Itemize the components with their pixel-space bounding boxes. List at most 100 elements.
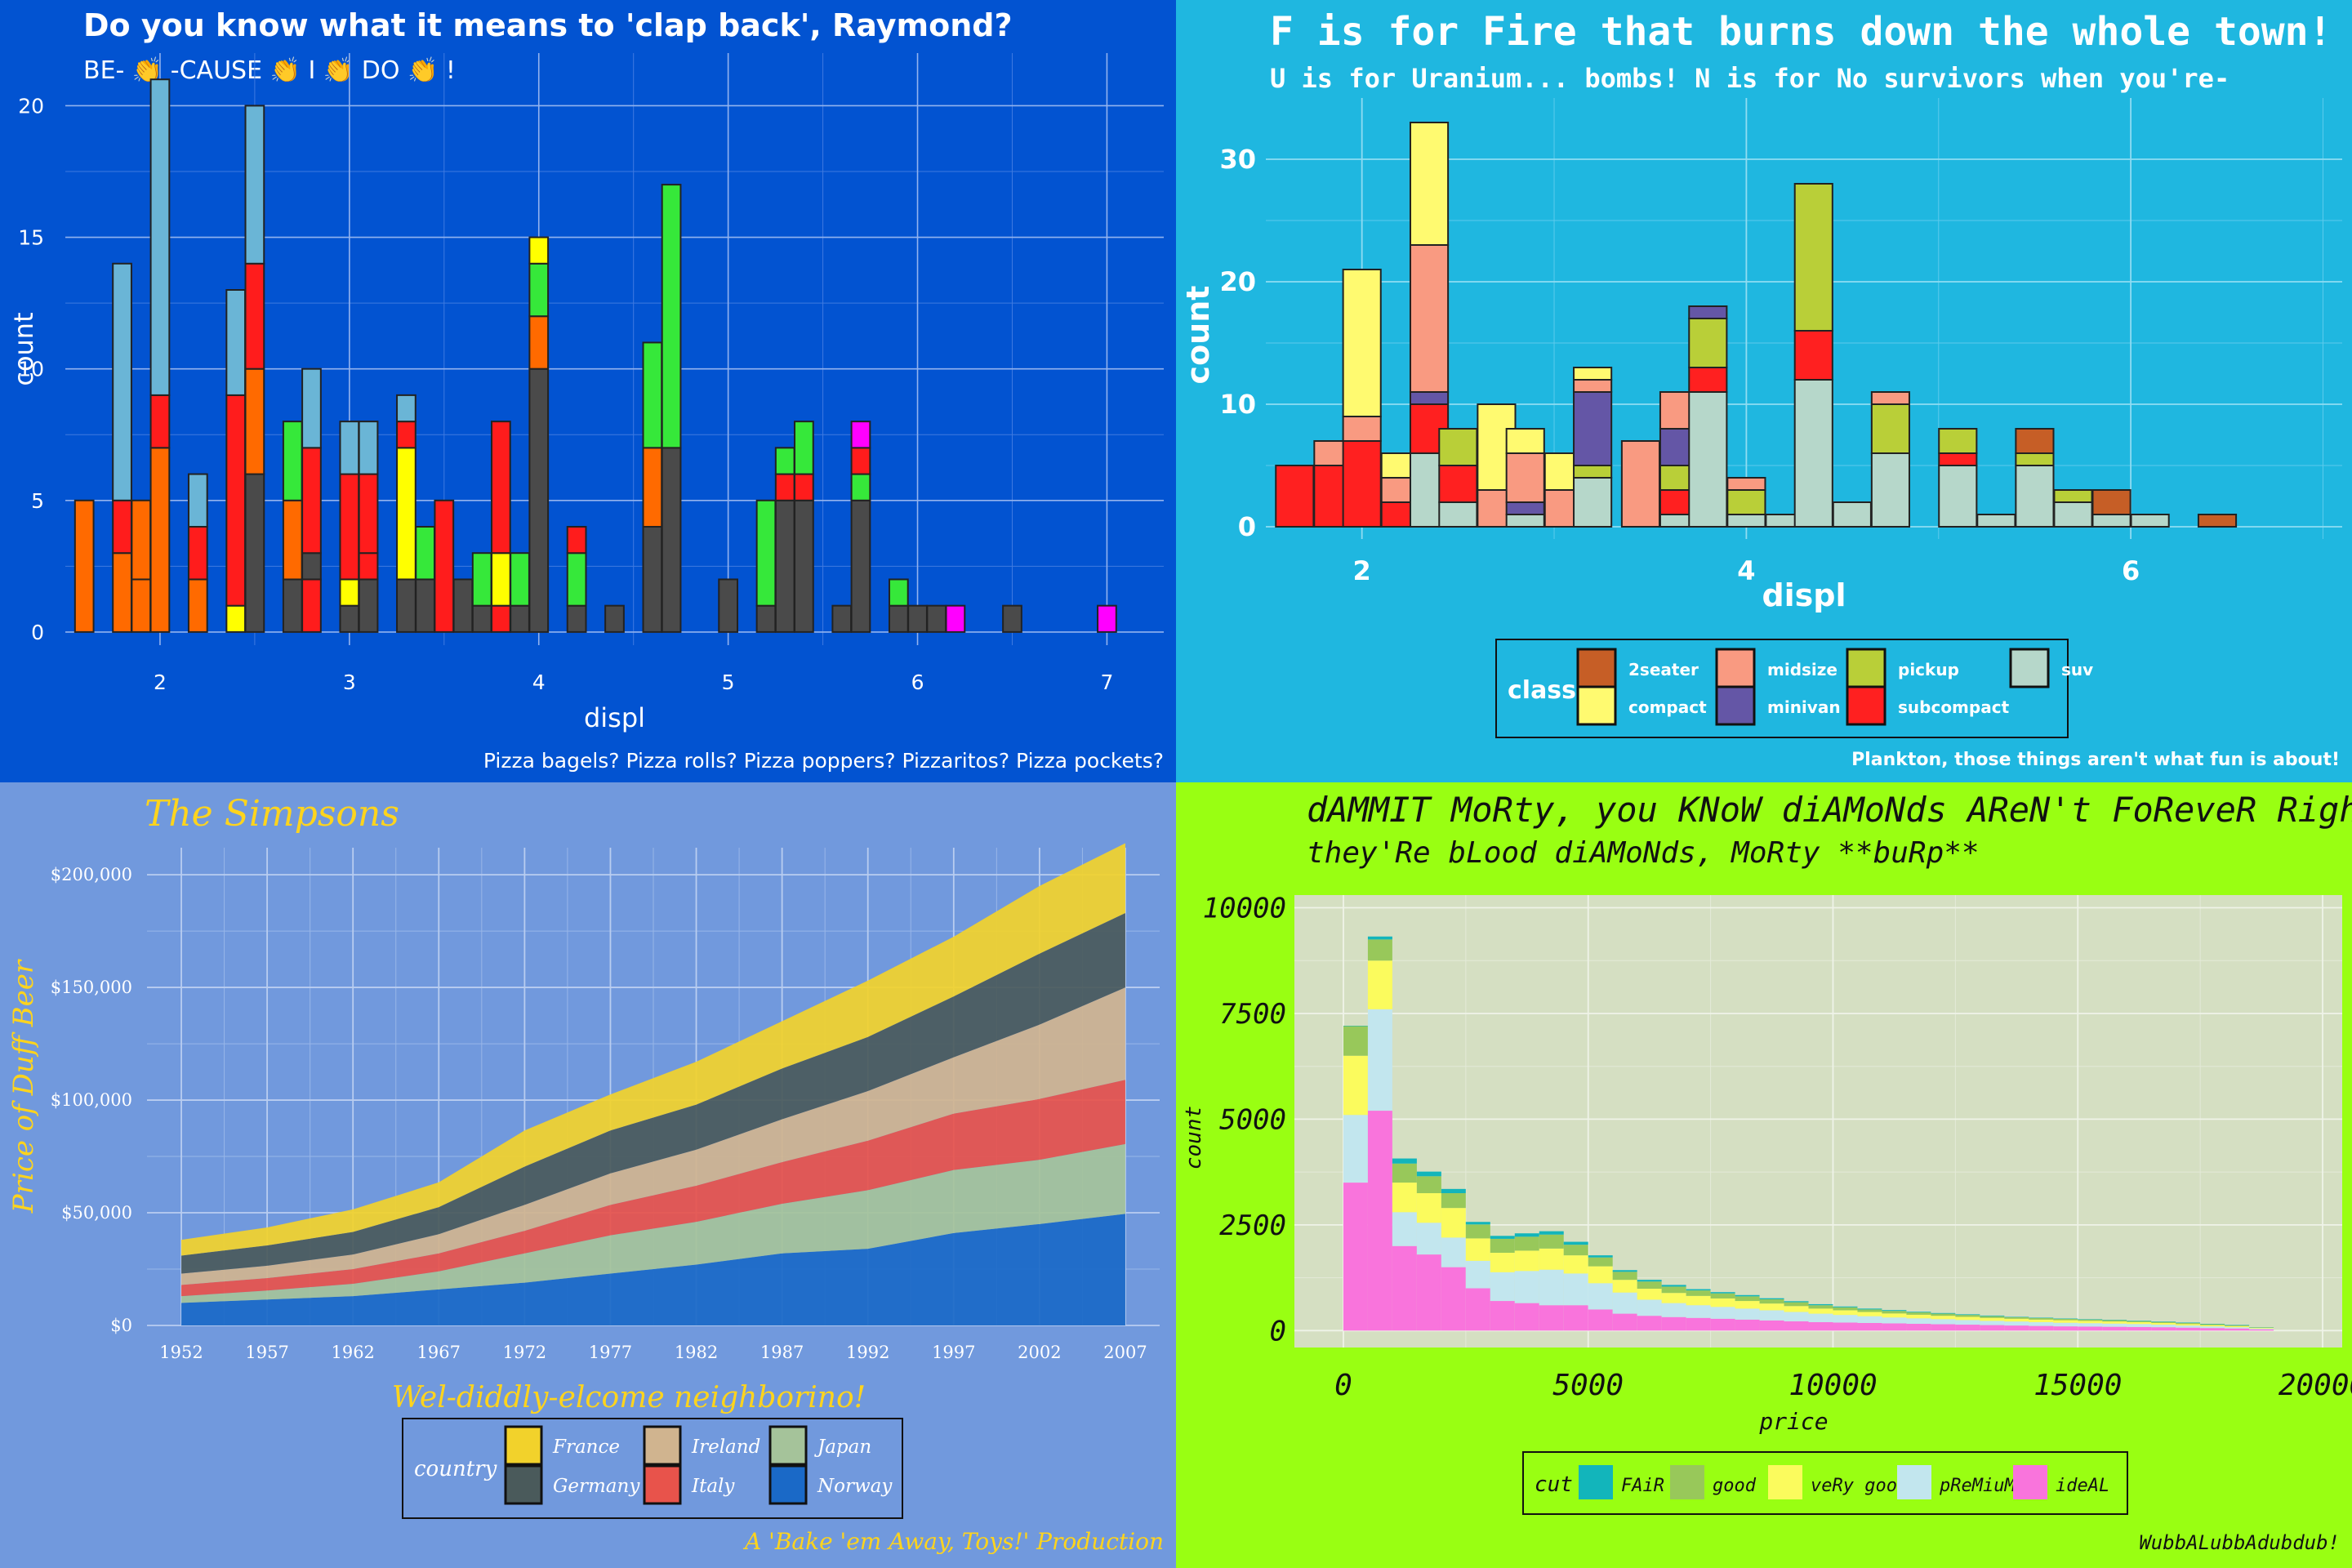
bar-segment-good bbox=[1465, 1224, 1490, 1239]
chart-title: F is for Fire that burns down the whole … bbox=[1270, 9, 2332, 55]
bar-segment-ideal bbox=[1367, 1111, 1392, 1331]
bar-segment bbox=[2197, 514, 2238, 528]
bar-segment-ideal bbox=[1882, 1323, 1907, 1331]
bar-segment-fair bbox=[1686, 1289, 1711, 1291]
legend-swatch bbox=[1897, 1465, 1931, 1499]
legend-label: France bbox=[552, 1437, 620, 1458]
bar-segment bbox=[358, 578, 379, 633]
bar-segment bbox=[187, 578, 208, 633]
bar-segment-very-good bbox=[1490, 1253, 1515, 1272]
area-series-norway bbox=[181, 1214, 1125, 1325]
bar-segment-ideal bbox=[2151, 1327, 2176, 1331]
bar-segment-fair bbox=[1539, 1231, 1564, 1235]
x-tick-label: 1987 bbox=[760, 1343, 804, 1362]
bar-segment bbox=[2015, 452, 2055, 466]
bar-segment-premium bbox=[1392, 1212, 1417, 1246]
bar-segment bbox=[1505, 428, 1545, 454]
bar-segment bbox=[510, 552, 530, 607]
bar-segment-fair bbox=[1490, 1236, 1515, 1239]
bar-segment bbox=[1573, 367, 1613, 381]
bar-segment-very-good bbox=[1367, 960, 1392, 1009]
bar-segment bbox=[244, 262, 265, 370]
bar-segment-very-good bbox=[2029, 1319, 2054, 1322]
bar-segment-ideal bbox=[1710, 1318, 1735, 1331]
bar-segment-good bbox=[1686, 1290, 1711, 1296]
bar-segment-very-good bbox=[1416, 1193, 1441, 1223]
bar-segment bbox=[850, 499, 871, 633]
bar-segment bbox=[661, 184, 682, 449]
bar-segment-very-good bbox=[1833, 1310, 1858, 1316]
legend-swatch bbox=[643, 1425, 682, 1466]
bar-segment bbox=[1832, 501, 1872, 528]
bar-segment-good bbox=[2004, 1316, 2029, 1319]
bar-segment-premium bbox=[1514, 1271, 1539, 1303]
bar-segment-ideal bbox=[1735, 1319, 1760, 1331]
y-tick-label: 10 bbox=[1219, 389, 1256, 420]
bar-segment-premium bbox=[1759, 1310, 1784, 1321]
bar-segment-good bbox=[2078, 1319, 2103, 1321]
bar-segment-premium bbox=[1686, 1305, 1711, 1318]
chart-subtitle: they'Re bLood diAMoNds, MoRty **buRp** bbox=[1307, 836, 1980, 870]
bar-segment-good bbox=[2249, 1327, 2274, 1328]
bar-segment-premium bbox=[2225, 1327, 2250, 1329]
bar-segment-good bbox=[1367, 939, 1392, 961]
bar-segment-fair bbox=[1612, 1270, 1637, 1272]
bar-segment bbox=[528, 236, 550, 265]
bar-segment-very-good bbox=[1514, 1250, 1539, 1272]
bar-segment bbox=[1342, 269, 1382, 417]
bar-segment-fair bbox=[1392, 1158, 1417, 1164]
bar-segment-premium bbox=[1906, 1318, 1931, 1325]
bar-segment-fair bbox=[2200, 1324, 2225, 1325]
y-axis-label: count bbox=[8, 312, 39, 385]
x-tick-label: 4 bbox=[532, 670, 546, 694]
x-tick-label: 7 bbox=[1100, 670, 1113, 694]
legend-label: Germany bbox=[553, 1476, 640, 1497]
bar-segment bbox=[339, 578, 360, 607]
y-tick-label: 20 bbox=[18, 94, 44, 118]
x-tick-label: 1972 bbox=[503, 1343, 546, 1362]
bar-segment-good bbox=[2053, 1319, 2078, 1321]
bar-segment bbox=[434, 499, 455, 633]
bar-segment bbox=[2091, 489, 2132, 515]
x-tick-label: 2002 bbox=[1018, 1343, 1061, 1362]
bar-segment-premium bbox=[1808, 1313, 1833, 1322]
y-tick-label: $0 bbox=[110, 1316, 132, 1335]
x-tick-label: 1997 bbox=[932, 1343, 975, 1362]
bar-segment-premium bbox=[2151, 1325, 2176, 1328]
x-tick-label: 1992 bbox=[846, 1343, 889, 1362]
bar-segment-ideal bbox=[1514, 1303, 1539, 1331]
bar-segment-good bbox=[2102, 1320, 2127, 1322]
bar-segment-ideal bbox=[2004, 1325, 2029, 1331]
x-axis-label: price bbox=[1758, 1408, 1828, 1435]
legend-swatch bbox=[2009, 648, 2050, 688]
bar-segment-ideal bbox=[1416, 1254, 1441, 1331]
legend-label: minivan bbox=[1767, 697, 1841, 717]
bar-segment bbox=[339, 421, 360, 475]
legend-label: 2seater bbox=[1628, 660, 1699, 679]
bar-segment-fair bbox=[2176, 1322, 2201, 1323]
bar-segment bbox=[1573, 477, 1613, 528]
bar-segment bbox=[1793, 183, 1833, 332]
bar-segment-good bbox=[2127, 1321, 2152, 1322]
bar-segment-very-good bbox=[1563, 1255, 1588, 1274]
bar-segment bbox=[755, 604, 777, 633]
bar-segment-premium bbox=[1465, 1260, 1490, 1289]
bar-segment-premium bbox=[2176, 1325, 2201, 1328]
bar-segment-good bbox=[1539, 1234, 1564, 1249]
bar-segment bbox=[850, 421, 871, 449]
bar-segment-premium bbox=[2053, 1322, 2078, 1327]
bar-segment bbox=[926, 604, 947, 633]
bar-segment bbox=[566, 604, 587, 633]
legend-swatch bbox=[504, 1425, 543, 1466]
bar-segment bbox=[2130, 514, 2170, 528]
bar-segment-good bbox=[1955, 1315, 1980, 1317]
bar-segment bbox=[396, 578, 416, 633]
x-tick-label: 1977 bbox=[589, 1343, 632, 1362]
bar-segment-good bbox=[2151, 1321, 2176, 1323]
area-series-japan bbox=[181, 1143, 1125, 1303]
bar-segment-very-good bbox=[1931, 1316, 1956, 1320]
legend-label: pickup bbox=[1898, 660, 1959, 679]
bar-segment-good bbox=[2029, 1318, 2054, 1320]
y-tick-label: $100,000 bbox=[51, 1090, 132, 1110]
x-tick-label: 15000 bbox=[2034, 1369, 2122, 1402]
